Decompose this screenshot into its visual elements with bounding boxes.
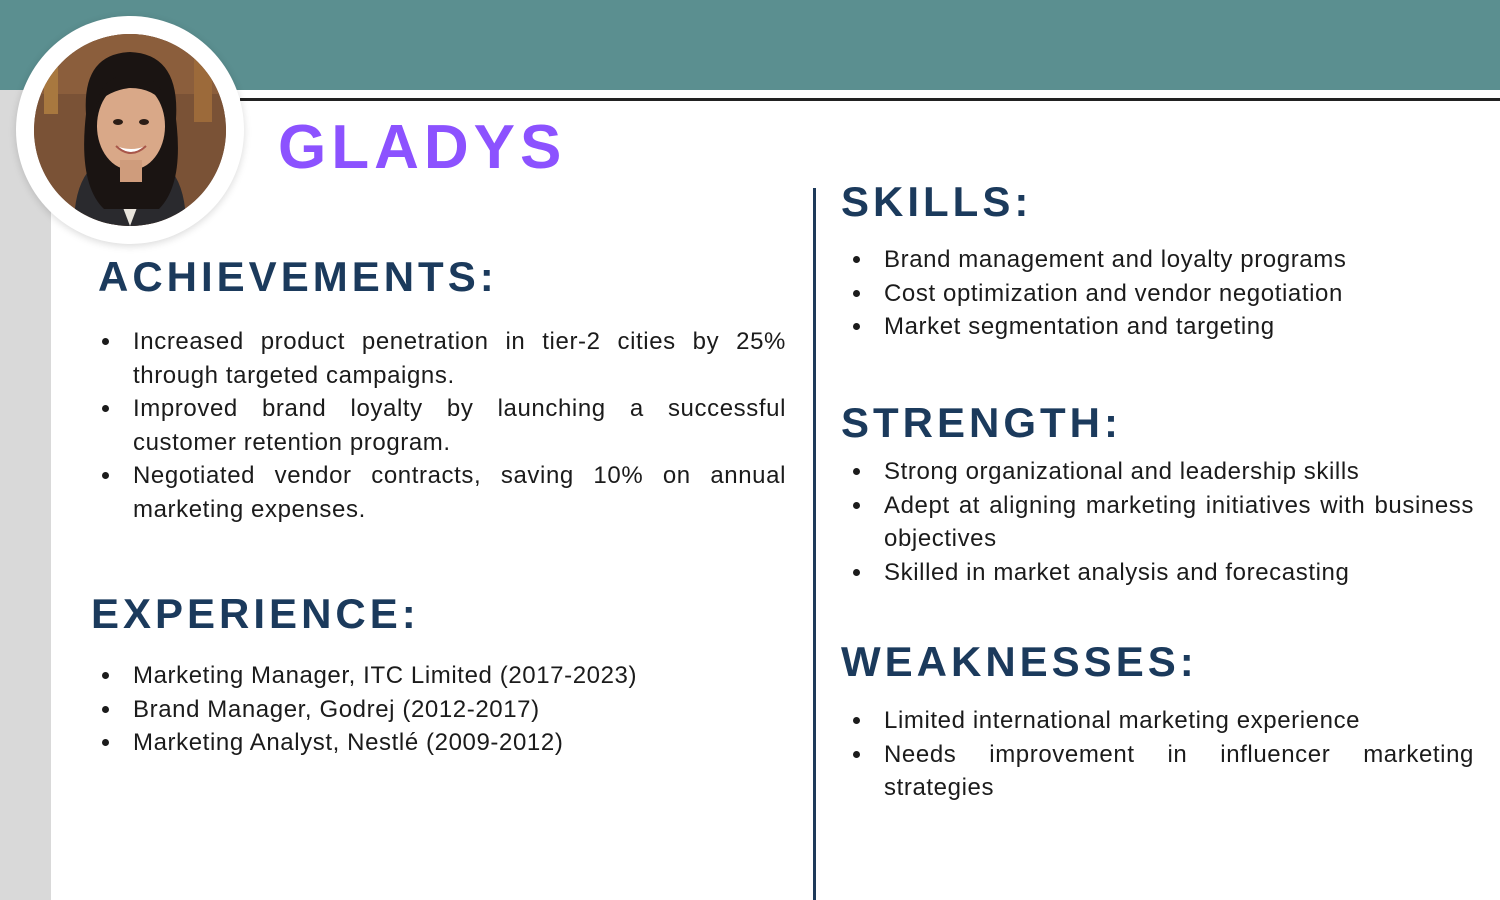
weaknesses-list: Limited international marketing experien… — [853, 704, 1474, 805]
header-band — [0, 0, 1500, 90]
avatar-photo — [34, 34, 226, 226]
candidate-name: GLADYS — [278, 113, 567, 182]
list-item: Limited international marketing experien… — [853, 704, 1474, 738]
list-item: Brand management and loyalty programs — [853, 243, 1474, 277]
experience-list: Marketing Manager, ITC Limited (2017-202… — [102, 659, 786, 760]
list-item: Strong organizational and leadership ski… — [853, 455, 1474, 489]
strength-title: STRENGTH: — [841, 399, 1122, 446]
list-item: Cost optimization and vendor negotiation — [853, 277, 1474, 311]
weaknesses-title: WEAKNESSES: — [841, 638, 1198, 685]
strength-list: Strong organizational and leadership ski… — [853, 455, 1474, 590]
list-item: Marketing Manager, ITC Limited (2017-202… — [102, 659, 786, 693]
avatar — [34, 34, 226, 226]
achievements-list: Increased product penetration in tier-2 … — [102, 325, 786, 526]
column-divider — [813, 188, 816, 900]
avatar-frame — [16, 16, 244, 244]
skills-title: SKILLS: — [841, 178, 1033, 225]
list-item: Brand Manager, Godrej (2012-2017) — [102, 693, 786, 727]
side-band — [0, 90, 51, 900]
list-item: Marketing Analyst, Nestlé (2009-2012) — [102, 726, 786, 760]
skills-list: Brand management and loyalty programs Co… — [853, 243, 1474, 344]
list-item: Improved brand loyalty by launching a su… — [102, 392, 786, 459]
list-item: Increased product penetration in tier-2 … — [102, 325, 786, 392]
list-item: Market segmentation and targeting — [853, 310, 1474, 344]
list-item: Negotiated vendor contracts, saving 10% … — [102, 459, 786, 526]
achievements-title: ACHIEVEMENTS: — [98, 253, 498, 300]
list-item: Skilled in market analysis and forecasti… — [853, 556, 1474, 590]
experience-title: EXPERIENCE: — [91, 590, 420, 637]
list-item: Adept at aligning marketing initiatives … — [853, 489, 1474, 556]
list-item: Needs improvement in influencer marketin… — [853, 738, 1474, 805]
header-rule — [240, 98, 1500, 101]
